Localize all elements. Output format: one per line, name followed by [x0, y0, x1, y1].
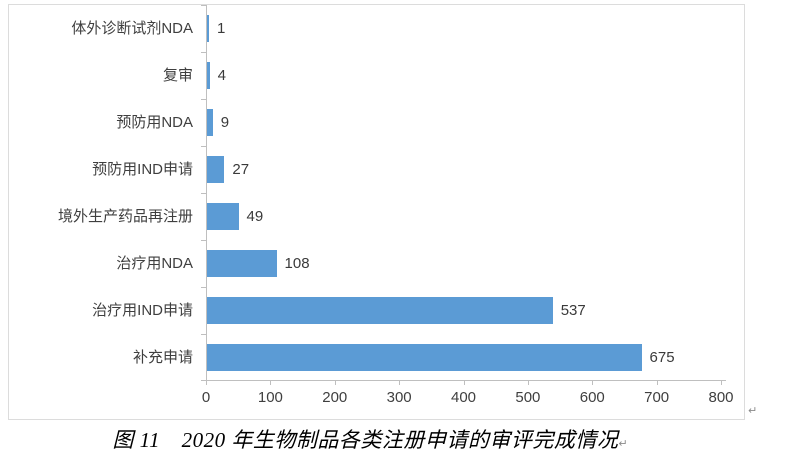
category-label: 治疗用NDA — [116, 255, 193, 272]
chart-row: 预防用NDA 9 — [9, 99, 744, 146]
y-axis-tick — [201, 5, 206, 6]
chart-row: 补充申请 675 — [9, 334, 744, 381]
category-label: 境外生产药品再注册 — [57, 208, 193, 225]
x-axis-tick — [527, 381, 529, 385]
category-label: 预防用NDA — [116, 114, 193, 131]
data-label: 1 — [217, 20, 226, 37]
y-axis-tick — [201, 287, 206, 288]
x-axis-tick-label: 200 — [322, 389, 348, 406]
x-axis-tick — [721, 381, 722, 385]
x-axis-tick — [463, 381, 465, 385]
bar-108 — [207, 250, 277, 277]
data-label: 49 — [246, 208, 264, 225]
x-axis-tick-label: 400 — [450, 389, 477, 406]
data-label: 4 — [217, 67, 226, 84]
x-axis-tick-label: 0 — [201, 389, 211, 406]
y-axis-tick — [201, 99, 206, 100]
chart-row: 预防用IND申请 27 — [9, 146, 744, 193]
bar-1 — [207, 15, 209, 42]
y-axis-tick — [201, 240, 206, 241]
bar-537 — [207, 297, 553, 324]
x-axis-tick-label: 300 — [386, 389, 412, 406]
figure-caption-text: 图 11 2020 年生物制品各类注册申请的审评完成情况 — [112, 428, 619, 452]
bar-49 — [207, 203, 239, 230]
x-axis-tick-label: 100 — [257, 389, 283, 406]
x-axis-tick — [270, 381, 272, 385]
x-axis-tick — [592, 381, 594, 385]
figure-caption: 图 11 2020 年生物制品各类注册申请的审评完成情况↵ — [0, 424, 740, 454]
y-axis-tick — [201, 193, 206, 194]
chart-row: 体外诊断试剂NDA 1 — [9, 5, 744, 52]
x-axis-tick — [334, 381, 336, 385]
bar-675 — [207, 344, 642, 371]
data-label: 9 — [220, 114, 230, 131]
paragraph-mark: ↵ — [748, 404, 758, 417]
x-axis-tick-label: 800 — [708, 389, 734, 406]
category-label: 补充申请 — [132, 349, 193, 366]
x-axis-line — [202, 380, 726, 381]
data-label: 108 — [284, 255, 310, 272]
chart-row: 治疗用NDA 108 — [9, 240, 744, 287]
data-label: 675 — [649, 349, 675, 366]
data-label: 27 — [232, 161, 250, 178]
bar-4 — [207, 62, 210, 89]
chart-row: 治疗用IND申请 537 — [9, 287, 744, 334]
x-axis-tick-label: 600 — [579, 389, 605, 406]
x-axis-tick — [656, 381, 658, 385]
y-axis-tick — [201, 334, 206, 335]
chart-row: 复审 4 — [9, 52, 744, 99]
bar-27 — [207, 156, 225, 183]
y-axis-line — [206, 5, 207, 381]
data-label: 537 — [560, 302, 586, 319]
category-label: 体外诊断试剂NDA — [71, 20, 193, 37]
category-label: 预防用IND申请 — [92, 161, 193, 178]
x-axis-tick — [206, 381, 207, 385]
x-axis-tick — [399, 381, 401, 385]
x-axis-tick-label: 500 — [515, 389, 541, 406]
x-axis-tick-label: 700 — [644, 389, 670, 406]
y-axis-tick — [201, 52, 206, 53]
bar-9 — [207, 109, 213, 136]
category-label: 复审 — [162, 67, 193, 84]
paragraph-mark: ↵ — [618, 437, 628, 450]
y-axis-tick — [201, 146, 206, 147]
chart-row: 境外生产药品再注册 49 — [9, 193, 744, 240]
bar-chart[interactable]: 体外诊断试剂NDA 1 复审 4 预防用NDA 9 预防用IND申请 27 境外生产药品再注册 4… — [8, 4, 745, 420]
category-label: 治疗用IND申请 — [92, 302, 193, 319]
